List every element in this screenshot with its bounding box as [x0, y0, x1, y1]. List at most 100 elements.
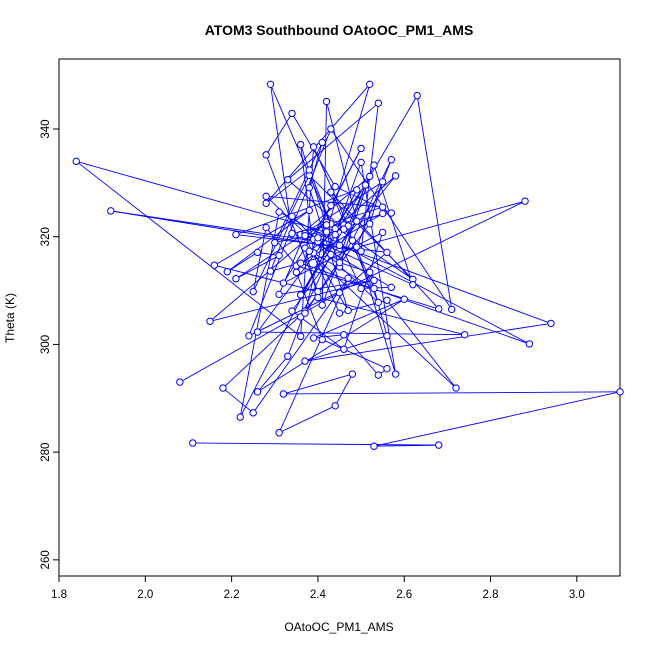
x-tick-label: 1.8 — [51, 589, 67, 601]
data-point — [253, 248, 262, 257]
series-segment — [265, 196, 379, 303]
data-point — [107, 207, 115, 215]
series-segment — [278, 278, 349, 433]
data-point — [296, 291, 305, 299]
data-point — [374, 371, 383, 379]
y-tick-label: 260 — [40, 550, 52, 569]
data-point — [189, 439, 197, 447]
data-point — [370, 442, 378, 450]
data-point — [452, 384, 460, 392]
data-point — [266, 80, 275, 89]
series-segment — [278, 405, 336, 434]
data-point — [374, 99, 383, 107]
data-point — [353, 243, 361, 251]
data-point — [288, 307, 296, 315]
data-point — [435, 441, 443, 449]
chart-title: ATOM3 Southbound OAtoOC_PM1_AMS — [205, 22, 474, 38]
data-point — [249, 409, 257, 417]
data-point — [448, 305, 456, 314]
series-segment — [339, 262, 370, 273]
data-point — [301, 309, 309, 317]
data-point — [176, 378, 184, 386]
series-segment — [274, 142, 323, 243]
data-point — [400, 295, 408, 303]
data-point — [262, 192, 270, 201]
series-segment — [360, 162, 397, 375]
data-point — [327, 201, 335, 210]
data-point — [322, 97, 331, 106]
data-point — [340, 225, 348, 233]
data-point — [378, 178, 387, 186]
x-axis: 1.8 2.0 2.2 2.4 2.6 2.8 3.0 — [51, 575, 585, 601]
data-point — [387, 156, 395, 164]
data-point — [301, 231, 309, 240]
data-point — [275, 290, 283, 299]
data-point — [340, 345, 348, 353]
x-tick-label: 2.8 — [483, 589, 499, 601]
series-segment — [317, 241, 414, 286]
data-point — [322, 221, 331, 229]
data-point — [335, 258, 344, 267]
data-point — [383, 248, 391, 257]
data-point — [275, 251, 283, 260]
series-segment — [334, 162, 362, 235]
data-point — [327, 250, 335, 259]
data-point — [383, 332, 391, 340]
series-segment — [373, 164, 414, 285]
data-point — [288, 109, 296, 118]
data-point — [335, 241, 344, 250]
series-segment — [235, 255, 280, 280]
data-point — [305, 247, 313, 255]
x-tick-label: 2.4 — [310, 589, 327, 601]
data-point — [288, 229, 296, 238]
series-segment — [300, 176, 370, 235]
data-point — [378, 209, 387, 218]
series-segment — [222, 310, 306, 389]
series-segment — [75, 160, 301, 337]
data-point — [357, 284, 365, 293]
series-segment — [192, 442, 439, 446]
data-point — [296, 332, 305, 341]
data-point — [374, 298, 383, 307]
series-segment — [76, 160, 327, 233]
y-tick-label: 320 — [40, 227, 52, 246]
data-point — [271, 238, 279, 247]
series-points — [72, 80, 624, 450]
series-segment — [304, 322, 552, 362]
data-point — [435, 305, 443, 313]
data-point — [223, 268, 232, 276]
data-point — [370, 161, 378, 169]
data-point — [296, 259, 305, 267]
data-point — [353, 217, 361, 225]
series-line — [75, 84, 621, 447]
series-segment — [304, 240, 353, 314]
series-segment — [330, 223, 414, 280]
data-point — [327, 188, 335, 196]
series-segment — [287, 179, 345, 230]
data-point — [249, 287, 257, 296]
data-point — [521, 197, 529, 205]
data-point — [357, 247, 365, 255]
y-tick-label: 280 — [40, 443, 52, 462]
data-point — [219, 384, 227, 392]
y-tick-label: 300 — [40, 335, 52, 354]
data-point — [301, 357, 309, 365]
series-segment — [265, 169, 310, 204]
data-point — [383, 296, 391, 304]
data-point — [288, 212, 296, 220]
series-segment — [283, 373, 353, 395]
data-point — [409, 280, 417, 289]
data-point — [245, 332, 253, 340]
data-point — [305, 206, 313, 215]
data-point — [279, 390, 288, 398]
series-segment — [278, 211, 530, 345]
data-point — [547, 319, 555, 328]
data-point — [236, 413, 244, 421]
data-point — [391, 370, 400, 378]
data-point — [275, 429, 283, 437]
series-segment — [257, 331, 465, 336]
data-point — [616, 388, 624, 396]
data-point — [206, 317, 214, 325]
series-segment — [265, 227, 297, 267]
